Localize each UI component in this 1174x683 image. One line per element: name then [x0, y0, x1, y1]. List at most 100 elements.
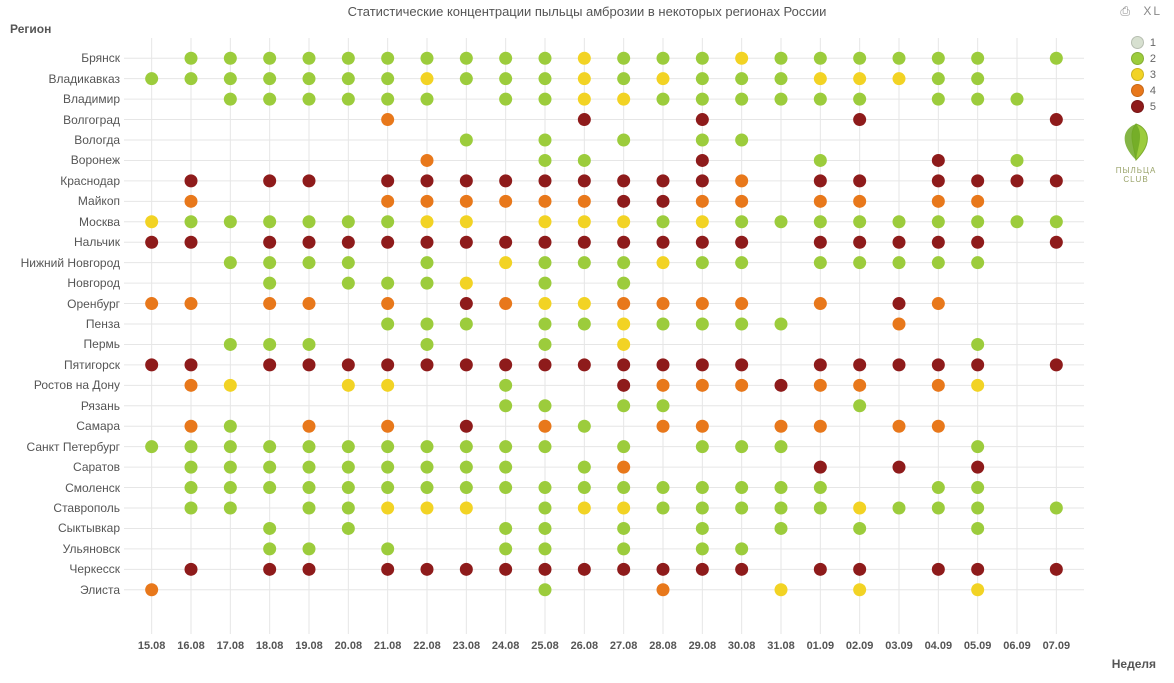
data-point — [224, 502, 237, 515]
data-point — [696, 420, 709, 433]
data-point — [617, 379, 630, 392]
data-point — [932, 358, 945, 371]
data-point — [381, 72, 394, 85]
data-point — [696, 154, 709, 167]
data-point — [932, 420, 945, 433]
x-tick-label: 25.08 — [531, 640, 559, 652]
x-tick-label: 19.08 — [295, 640, 323, 652]
data-point — [932, 93, 945, 106]
y-tick-label: Рязань — [81, 399, 120, 413]
y-tick-label: Пятигорск — [64, 358, 120, 372]
data-point — [696, 297, 709, 310]
data-point — [263, 338, 276, 351]
data-point — [578, 461, 591, 474]
data-point — [1011, 215, 1024, 228]
data-point — [224, 338, 237, 351]
data-point — [617, 481, 630, 494]
data-point — [381, 420, 394, 433]
data-point — [342, 522, 355, 535]
data-point — [1050, 52, 1063, 65]
data-point — [617, 215, 630, 228]
data-point — [539, 420, 552, 433]
data-point — [578, 502, 591, 515]
y-tick-label: Нальчик — [74, 235, 120, 249]
data-point — [421, 563, 434, 576]
data-point — [853, 563, 866, 576]
data-point — [421, 318, 434, 331]
data-point — [735, 134, 748, 147]
data-point — [539, 522, 552, 535]
data-point — [185, 215, 198, 228]
print-icon[interactable]: ⎙ — [1120, 4, 1132, 18]
data-point — [617, 502, 630, 515]
data-point — [499, 542, 512, 555]
x-tick-label: 24.08 — [492, 640, 520, 652]
data-point — [735, 318, 748, 331]
data-point — [893, 256, 906, 269]
export-toolbar[interactable]: ⎙ XL — [1114, 4, 1162, 19]
data-point — [932, 379, 945, 392]
data-point — [578, 52, 591, 65]
data-point — [145, 236, 158, 249]
data-point — [499, 195, 512, 208]
data-point — [696, 379, 709, 392]
data-point — [421, 52, 434, 65]
data-point — [381, 358, 394, 371]
data-point — [303, 256, 316, 269]
data-point — [657, 563, 670, 576]
data-point — [145, 297, 158, 310]
data-point — [617, 236, 630, 249]
data-point — [735, 481, 748, 494]
data-point — [185, 420, 198, 433]
legend-label: 2 — [1150, 53, 1156, 65]
data-point — [775, 481, 788, 494]
data-point — [539, 93, 552, 106]
data-point — [853, 52, 866, 65]
legend-item: 3 — [1131, 68, 1156, 81]
data-point — [617, 256, 630, 269]
data-point — [657, 358, 670, 371]
data-point — [539, 542, 552, 555]
data-point — [499, 522, 512, 535]
data-point — [460, 174, 473, 187]
data-point — [696, 215, 709, 228]
data-point — [578, 481, 591, 494]
data-point — [539, 318, 552, 331]
data-point — [617, 522, 630, 535]
data-point — [460, 236, 473, 249]
data-point — [1050, 174, 1063, 187]
data-point — [657, 236, 670, 249]
data-point — [932, 256, 945, 269]
data-point — [617, 338, 630, 351]
data-point — [263, 522, 276, 535]
data-point — [224, 52, 237, 65]
data-point — [735, 174, 748, 187]
y-tick-label: Смоленск — [65, 481, 120, 495]
data-point — [971, 195, 984, 208]
data-point — [617, 563, 630, 576]
xls-export-icon[interactable]: XL — [1143, 4, 1162, 18]
data-point — [303, 481, 316, 494]
data-point — [263, 297, 276, 310]
data-point — [893, 215, 906, 228]
data-point — [381, 236, 394, 249]
data-point — [853, 174, 866, 187]
data-point — [1011, 154, 1024, 167]
data-point — [971, 174, 984, 187]
data-point — [932, 563, 945, 576]
y-tick-label: Пенза — [86, 317, 120, 331]
y-tick-label: Пермь — [84, 337, 120, 351]
data-point — [775, 420, 788, 433]
data-point — [421, 154, 434, 167]
data-point — [381, 215, 394, 228]
data-point — [735, 358, 748, 371]
data-point — [185, 481, 198, 494]
data-point — [381, 461, 394, 474]
data-point — [696, 195, 709, 208]
data-point — [893, 52, 906, 65]
data-point — [971, 52, 984, 65]
data-point — [263, 215, 276, 228]
legend-item: 2 — [1131, 52, 1156, 65]
data-point — [342, 72, 355, 85]
data-point — [617, 72, 630, 85]
